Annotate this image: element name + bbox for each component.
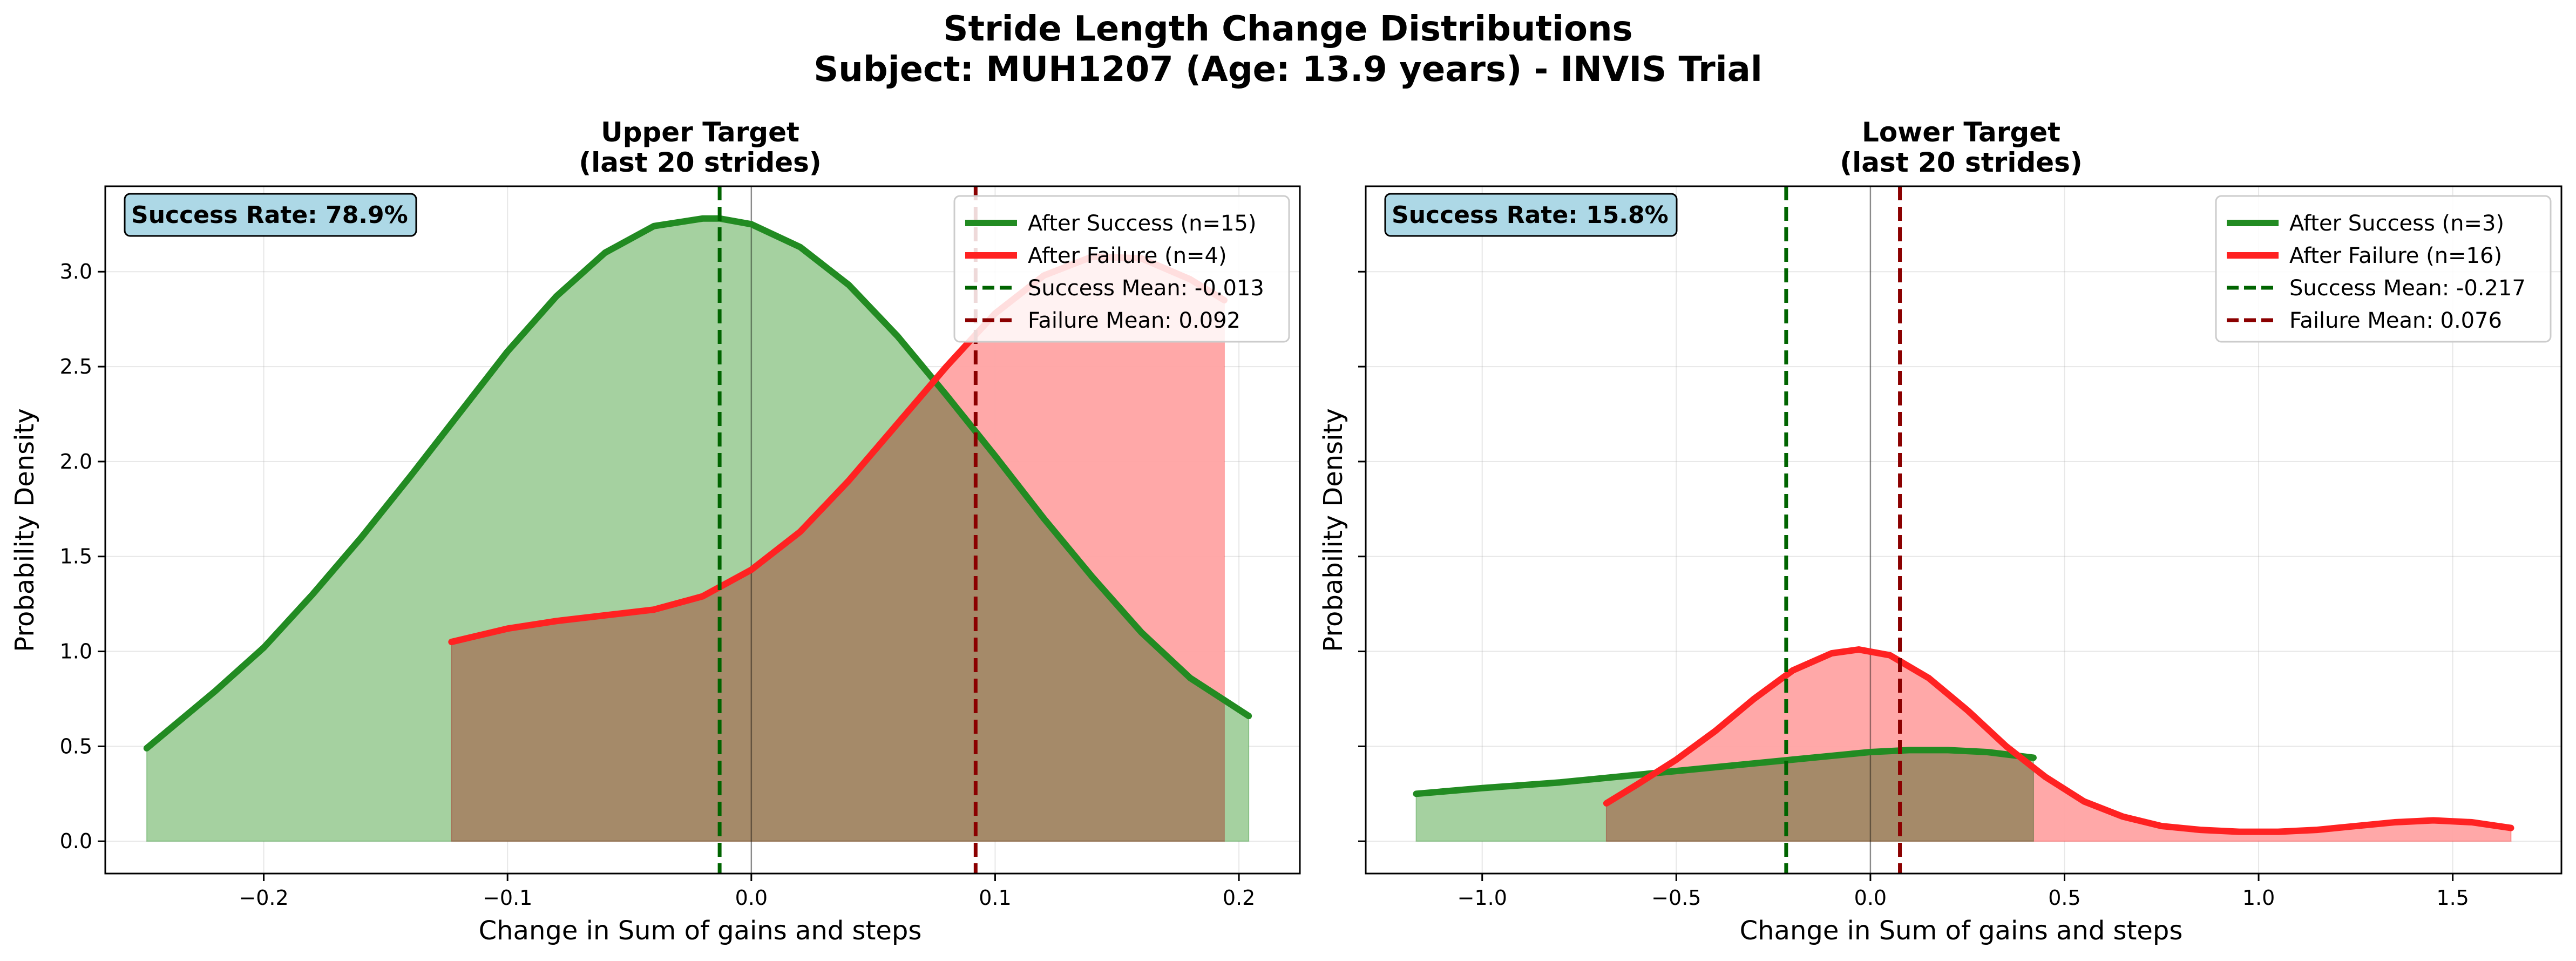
success-density-line (143, 215, 1252, 752)
panel-title-line1: Upper Target (601, 117, 799, 148)
x-tick-label: 1.5 (2436, 886, 2469, 910)
lower-target-panel: Lower Target (last 20 strides) Change in… (1318, 117, 2563, 946)
panel-title-line2: (last 20 strides) (1840, 147, 2083, 178)
x-tick-label: 0.5 (2048, 886, 2080, 910)
success-rate-background (124, 193, 417, 237)
y-tick-label: 3.0 (60, 260, 92, 283)
plot-area (143, 186, 1252, 874)
figure-title-line2: Subject: MUH1207 (Age: 13.9 years) - INV… (814, 50, 1762, 90)
x-axis-label: Change in Sum of gains and steps (479, 916, 922, 946)
y-tick-label: 0.0 (60, 829, 92, 853)
panel-title-line1: Lower Target (1862, 117, 2060, 148)
y-tick-label: 1.5 (60, 545, 92, 569)
figure-title-line1: Stride Length Change Distributions (943, 9, 1632, 49)
success-rate-box: Success Rate: 78.9% (124, 193, 417, 237)
legend: After Success (n=3) After Failure (n=16) S… (2215, 195, 2552, 343)
success-density-line (1413, 747, 2037, 797)
x-tick-label: −0.1 (483, 886, 532, 910)
axes-frame (104, 185, 1301, 875)
legend-after-failure-label: After Failure (n=16) (2289, 243, 2502, 268)
x-tick-label: 0.0 (1854, 886, 1887, 910)
y-tick-label: 1.0 (60, 640, 92, 664)
legend-success-mean-label: Success Mean: -0.013 (1028, 276, 1264, 301)
y-axis-label: Probability Density (1318, 408, 1348, 652)
upper-target-panel: Upper Target (last 20 strides) Change in… (10, 117, 1301, 946)
legend-frame (953, 195, 1290, 343)
legend-after-success-label: After Success (n=15) (1028, 211, 1256, 236)
y-axis-label: Probability Density (10, 408, 40, 652)
y-tick-label: 0.5 (60, 734, 92, 758)
y-tick-label: 2.0 (60, 450, 92, 473)
legend-after-success-label: After Success (n=3) (2289, 211, 2504, 236)
legend-after-failure-label: After Failure (n=4) (1028, 243, 1227, 268)
success-rate-label: Success Rate: 78.9% (131, 201, 408, 229)
x-axis-label: Change in Sum of gains and steps (1740, 916, 2183, 946)
legend-failure-mean-label: Failure Mean: 0.076 (2289, 308, 2502, 333)
success-rate-label: Success Rate: 15.8% (1392, 201, 1669, 229)
panel-title-line2: (last 20 strides) (579, 147, 822, 178)
x-tick-label: −1.0 (1458, 886, 1507, 910)
legend: After Success (n=15) After Failure (n=4) S… (953, 195, 1290, 343)
failure-density-line (1603, 646, 2514, 835)
x-tick-label: 0.0 (735, 886, 768, 910)
legend-failure-mean-label: Failure Mean: 0.092 (1028, 308, 1240, 333)
y-tick-label: 2.5 (60, 355, 92, 378)
plot-area (1413, 186, 2514, 874)
x-tick-label: 1.0 (2242, 886, 2275, 910)
x-tick-label: −0.2 (239, 886, 288, 910)
legend-success-mean-label: Success Mean: -0.217 (2289, 276, 2526, 301)
x-tick-label: 0.1 (979, 886, 1011, 910)
x-tick-label: 0.2 (1223, 886, 1255, 910)
legend-frame (2215, 195, 2552, 343)
axes-frame (1365, 185, 2563, 875)
success-rate-box: Success Rate: 15.8% (1384, 193, 1678, 237)
success-rate-background (1384, 193, 1678, 237)
x-tick-label: −0.5 (1651, 886, 1701, 910)
failure-density-area (1605, 649, 2512, 842)
